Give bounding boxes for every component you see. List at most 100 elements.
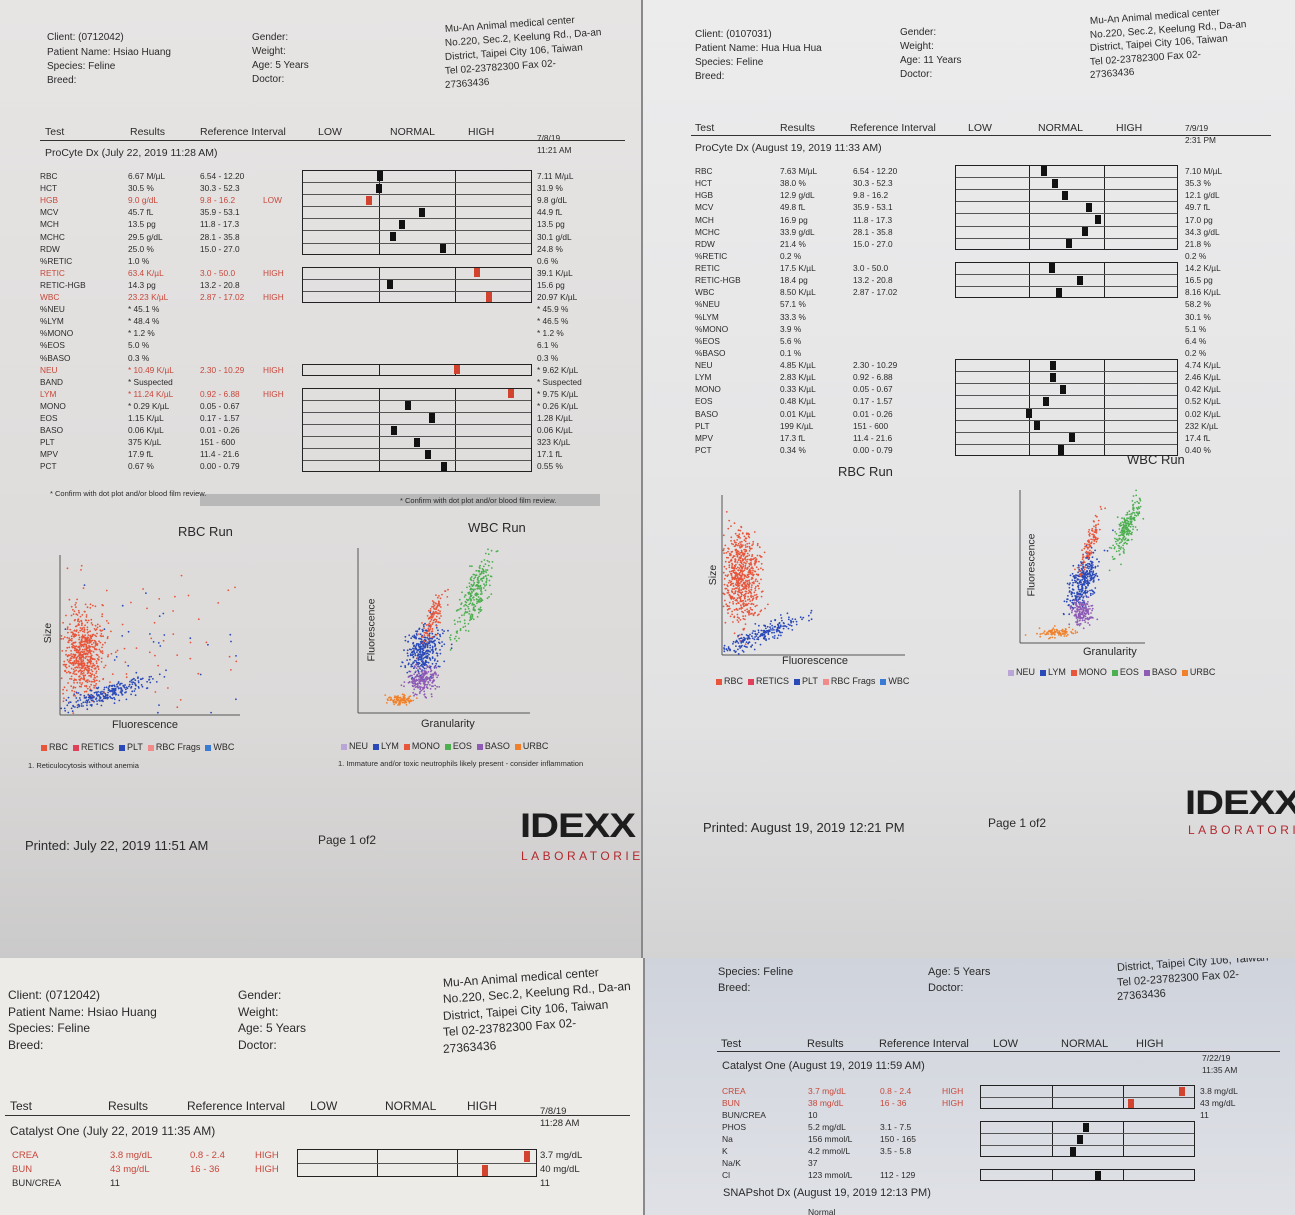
- legend-label: RBC: [724, 676, 744, 686]
- column-header: Reference Interval: [879, 1038, 969, 1051]
- row-line: [981, 1097, 1194, 1098]
- legend-label: EOS: [452, 741, 472, 751]
- range-box: [302, 387, 532, 473]
- result-test: WBC: [695, 287, 715, 298]
- result-test: MCV: [695, 202, 714, 213]
- event-cluster: [1024, 625, 1079, 640]
- result-test: %EOS: [695, 335, 720, 346]
- plot-title: WBC Run: [1127, 452, 1185, 468]
- row-line: [303, 194, 531, 196]
- legend-swatch: [822, 678, 829, 685]
- event-cluster: [723, 609, 813, 655]
- result-range: 11.4 - 21.6: [200, 449, 240, 460]
- result-result: 1.0 %: [128, 255, 150, 266]
- result-range: 35.9 - 53.1: [200, 207, 240, 218]
- result-range: 150 - 165: [880, 1133, 916, 1144]
- range-divider: [1123, 1122, 1125, 1156]
- result-prev: 30.1 %: [1185, 311, 1211, 322]
- result-result: 17.3 fL: [780, 432, 806, 443]
- result-range: 0.00 - 0.79: [200, 461, 240, 472]
- row-line: [303, 242, 531, 244]
- report-photo: Client: (0712042) Patient Name: Hsiao Hua…: [0, 0, 641, 958]
- result-result: 6.67 M/µL: [128, 171, 166, 182]
- header-rule: [5, 1115, 630, 1116]
- range-box: [302, 363, 532, 376]
- header-field: Patient Name: Hua Hua Hua: [695, 43, 822, 54]
- result-prev: 6.1 %: [537, 340, 559, 351]
- range-box: [302, 169, 532, 255]
- result-test: BAND: [40, 376, 64, 387]
- legend-swatch: [476, 743, 483, 750]
- history-date: 11:21 AM: [537, 145, 572, 156]
- result-test: K: [722, 1145, 728, 1156]
- result-prev: 14.2 K/µL: [1185, 263, 1221, 274]
- clinic-address: 27363436: [1116, 987, 1167, 1004]
- legend-swatch: [119, 744, 126, 751]
- result-result: 199 K/µL: [780, 420, 814, 431]
- result-prev: 11: [540, 1178, 550, 1190]
- result-test: BUN: [722, 1097, 740, 1108]
- result-test: %BASO: [695, 347, 726, 358]
- result-test: %RETIC: [40, 255, 73, 266]
- result-marker: [376, 183, 383, 193]
- result-range: 9.8 - 16.2: [853, 190, 889, 201]
- result-prev: 17.1 fL: [537, 449, 563, 460]
- result-test: RETIC: [695, 263, 720, 274]
- result-prev: 34.3 g/dL: [1185, 226, 1220, 237]
- footnote: * Confirm with dot plot and/or blood fil…: [50, 488, 207, 498]
- result-result: * 1.2 %: [128, 328, 155, 339]
- result-prev: 11: [1200, 1109, 1209, 1120]
- range-divider: [455, 267, 457, 303]
- result-marker: [1178, 1086, 1185, 1096]
- result-marker: [391, 425, 397, 435]
- legend-label: MONO: [1078, 667, 1107, 677]
- result-test: MCH: [695, 214, 714, 225]
- result-result: 156 mmol/L: [808, 1133, 853, 1144]
- legend-label: LYM: [1048, 667, 1066, 677]
- header-rule: [40, 140, 625, 141]
- row-line: [956, 431, 1177, 433]
- result-prev: 30.1 g/dL: [537, 231, 572, 242]
- result-test: Na: [722, 1133, 733, 1144]
- row-line: [956, 274, 1177, 276]
- result-range: 15.0 - 27.0: [853, 238, 893, 249]
- row-line: [981, 1133, 1194, 1134]
- row-line: [956, 237, 1177, 239]
- result-marker: [1095, 1170, 1102, 1180]
- row-line: [956, 189, 1177, 191]
- column-header: Results: [108, 1098, 149, 1113]
- result-test: RDW: [40, 243, 60, 254]
- result-result: 43 mg/dL: [110, 1164, 150, 1176]
- result-prev: * 9.62 K/µL: [537, 364, 579, 375]
- result-marker: [482, 1164, 488, 1176]
- result-prev: 5.1 %: [1185, 323, 1207, 334]
- row-line: [956, 201, 1177, 203]
- legend-swatch: [73, 744, 80, 751]
- result-prev: 6.4 %: [1185, 335, 1207, 346]
- result-result: * 45.1 %: [128, 304, 160, 315]
- legend-label: URBC: [1189, 667, 1216, 677]
- range-divider: [378, 267, 380, 303]
- result-range: 15.0 - 27.0: [200, 243, 240, 254]
- result-marker: [1082, 227, 1089, 237]
- header-field: Client: (0712042): [47, 32, 124, 43]
- result-marker: [508, 389, 515, 399]
- result-result: 38 mg/dL: [808, 1097, 844, 1108]
- legend-label: PLT: [802, 676, 818, 686]
- result-result: * Suspected: [128, 376, 173, 387]
- header-field: Doctor:: [238, 1037, 277, 1052]
- event-cluster: [384, 693, 418, 706]
- column-header: Test: [10, 1098, 33, 1113]
- axis-label: Size: [707, 564, 720, 585]
- result-prev: * Suspected: [537, 376, 582, 387]
- row-line: [956, 286, 1177, 288]
- result-result: 5.2 mg/dL: [808, 1121, 846, 1132]
- result-range: 151 - 600: [853, 420, 889, 431]
- event-cluster: [1068, 595, 1099, 630]
- logo-subtitle: LABORATORIES: [521, 848, 641, 863]
- result-result: 0.3 %: [128, 352, 150, 363]
- legend-swatch: [205, 744, 212, 751]
- column-header: LOW: [310, 1098, 338, 1113]
- event-cluster: [64, 584, 237, 714]
